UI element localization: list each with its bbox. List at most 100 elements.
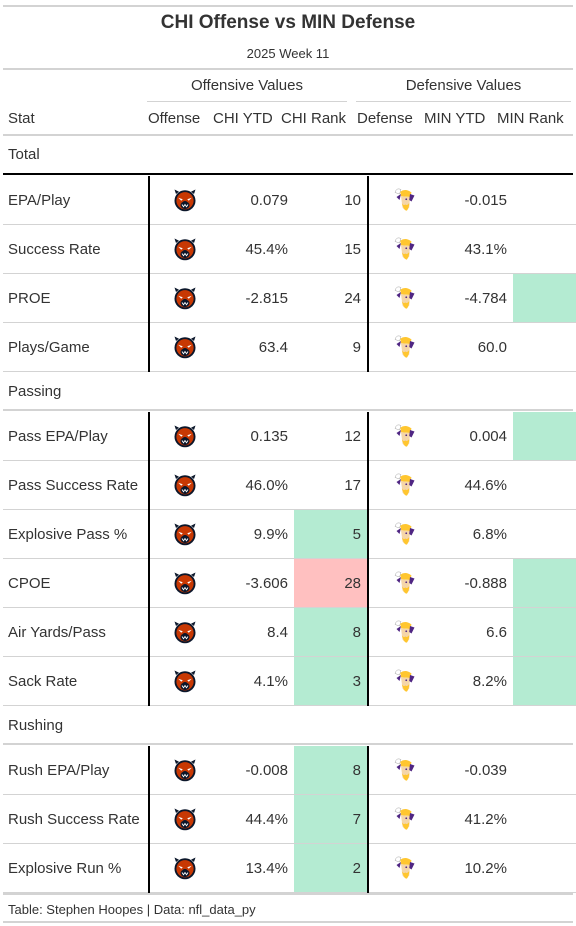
minnesota-vikings-logo-icon [389, 185, 419, 215]
chi-ytd-value: 9.9% [220, 509, 294, 559]
chicago-bears-logo-icon [170, 804, 200, 834]
header-bottom-rule [3, 134, 573, 136]
chicago-bears-logo-icon [170, 568, 200, 598]
chicago-bears-logo-icon [170, 332, 200, 362]
chi-rank-value: 7 [294, 794, 368, 844]
column-header-min-ytd: MIN YTD [424, 110, 486, 127]
defense-logo-cell [367, 460, 439, 510]
min-ytd-value: 43.1% [439, 224, 513, 274]
offense-logo-cell [148, 558, 220, 608]
chi-rank-value: 5 [294, 509, 368, 559]
stat-label: PROE [3, 273, 149, 323]
chi-ytd-value: 0.079 [220, 176, 294, 225]
min-rank-value: 9 [513, 460, 576, 510]
min-rank-value: 8 [513, 412, 576, 461]
offense-logo-cell [148, 509, 220, 559]
minnesota-vikings-logo-icon [389, 755, 419, 785]
spanner-defensive-rule [356, 101, 571, 102]
min-rank-value: 9 [513, 509, 576, 559]
chi-ytd-value: 4.1% [220, 656, 294, 706]
minnesota-vikings-logo-icon [389, 666, 419, 696]
chi-ytd-value: -3.606 [220, 558, 294, 608]
offense-logo-cell [148, 607, 220, 657]
spanner-defensive-values: Defensive Values [405, 77, 522, 94]
table-row: Rush Success Rate 44.4%7 41.2%17 [3, 794, 576, 844]
table-row: Air Yards/Pass 8.48 6.63 [3, 607, 576, 657]
group-label: Passing [8, 383, 62, 400]
group-label: Total [8, 146, 40, 163]
minnesota-vikings-logo-icon [389, 234, 419, 264]
defense-logo-cell [367, 176, 439, 225]
chi-rank-value: 28 [294, 558, 368, 608]
stat-label: Rush EPA/Play [3, 746, 149, 795]
min-rank-value: 13 [513, 322, 576, 372]
defense-logo-cell [367, 656, 439, 706]
stat-label: Explosive Run % [3, 843, 149, 893]
stat-label: Rush Success Rate [3, 794, 149, 844]
chi-ytd-value: 45.4% [220, 224, 294, 274]
table-row: Sack Rate 4.1%3 8.2%6 [3, 656, 576, 706]
minnesota-vikings-logo-icon [389, 853, 419, 883]
column-header-chi-ytd: CHI YTD [213, 110, 273, 127]
min-ytd-value: 0.004 [439, 412, 513, 461]
chi-ytd-value: 13.4% [220, 843, 294, 893]
chi-rank-value: 8 [294, 746, 368, 795]
min-ytd-value: 10.2% [439, 843, 513, 893]
table-subtitle: 2025 Week 11 [246, 46, 330, 61]
min-ytd-value: 41.2% [439, 794, 513, 844]
minnesota-vikings-logo-icon [389, 568, 419, 598]
top-rule [3, 5, 573, 7]
min-rank-value: 21 [513, 746, 576, 795]
chicago-bears-logo-icon [170, 666, 200, 696]
min-rank-value: 11 [513, 176, 576, 225]
min-rank-value: 8 [513, 558, 576, 608]
defense-logo-cell [367, 224, 439, 274]
offense-logo-cell [148, 460, 220, 510]
offense-logo-cell [148, 843, 220, 893]
table-row: Success Rate 45.4%15 43.1%11 [3, 224, 576, 274]
body-bottom-rule [3, 893, 573, 895]
min-rank-value: 16 [513, 843, 576, 893]
group-rule [3, 743, 573, 745]
defense-logo-cell [367, 322, 439, 372]
spanner-offensive-values: Offensive Values [190, 77, 303, 94]
offense-logo-cell [148, 412, 220, 461]
minnesota-vikings-logo-icon [389, 283, 419, 313]
chi-ytd-value: 46.0% [220, 460, 294, 510]
min-rank-value: 3 [513, 607, 576, 657]
minnesota-vikings-logo-icon [389, 617, 419, 647]
chi-ytd-value: 8.4 [220, 607, 294, 657]
minnesota-vikings-logo-icon [389, 421, 419, 451]
defense-logo-cell [367, 558, 439, 608]
chicago-bears-logo-icon [170, 185, 200, 215]
column-header-defense: Defense [357, 110, 413, 127]
defense-logo-cell [367, 843, 439, 893]
chi-ytd-value: 44.4% [220, 794, 294, 844]
stat-label: EPA/Play [3, 176, 149, 225]
chicago-bears-logo-icon [170, 755, 200, 785]
chi-rank-value: 17 [294, 460, 368, 510]
table-row: Plays/Game 63.49 60.013 [3, 322, 576, 372]
table-row: Explosive Run % 13.4%2 10.2%16 [3, 843, 576, 893]
min-ytd-value: 60.0 [439, 322, 513, 372]
chi-rank-value: 8 [294, 607, 368, 657]
chi-rank-value: 2 [294, 843, 368, 893]
group-rule [3, 409, 573, 411]
minnesota-vikings-logo-icon [389, 804, 419, 834]
chi-ytd-value: 63.4 [220, 322, 294, 372]
column-header-offense: Offense [148, 110, 201, 127]
group-rule [3, 173, 573, 175]
min-ytd-value: 6.8% [439, 509, 513, 559]
source-note: Table: Stephen Hoopes | Data: nfl_data_p… [8, 902, 256, 917]
minnesota-vikings-logo-icon [389, 332, 419, 362]
min-ytd-value: -0.015 [439, 176, 513, 225]
stat-label: Pass EPA/Play [3, 412, 149, 461]
table-title: CHI Offense vs MIN Defense [160, 12, 416, 33]
